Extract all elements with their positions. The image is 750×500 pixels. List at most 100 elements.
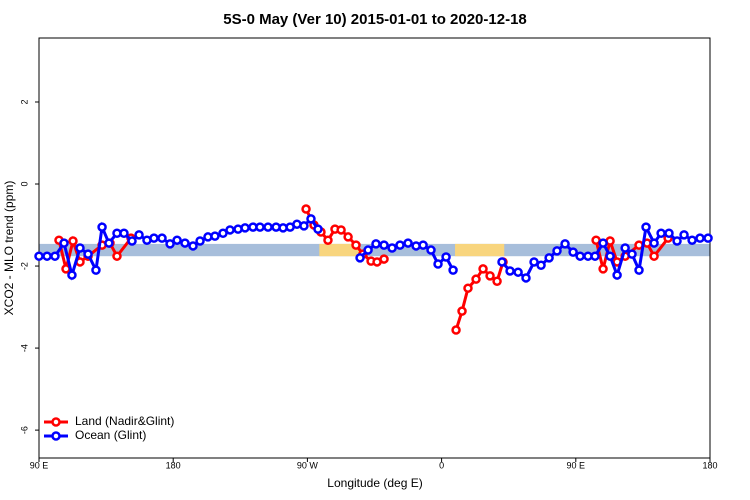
point	[426, 245, 436, 255]
point	[575, 251, 585, 261]
legend-marker	[51, 431, 61, 441]
point	[75, 243, 85, 253]
point	[323, 235, 333, 245]
point	[379, 240, 389, 250]
point	[263, 222, 273, 232]
plot-frame	[38, 37, 711, 459]
point	[149, 233, 159, 243]
point	[119, 228, 129, 238]
y-tick-label: 0	[19, 182, 29, 187]
land-band	[455, 243, 505, 257]
point	[536, 260, 546, 270]
point	[127, 236, 137, 246]
x-tick-label: 90 E	[567, 460, 586, 470]
point	[441, 252, 451, 262]
point	[67, 270, 77, 280]
point	[568, 247, 578, 257]
point	[255, 222, 265, 232]
point	[83, 249, 93, 259]
point	[656, 228, 666, 238]
legend-label: Land (Nadir&Glint)	[75, 414, 174, 428]
y-axis-label: XCO2 - MLO trend (ppm)	[2, 181, 16, 316]
point	[134, 230, 144, 240]
point	[112, 251, 122, 261]
point	[42, 251, 52, 261]
point	[97, 222, 107, 232]
point	[371, 239, 381, 249]
point	[165, 239, 175, 249]
point	[695, 233, 705, 243]
point	[451, 325, 461, 335]
point	[313, 224, 323, 234]
point	[605, 251, 615, 261]
point	[336, 225, 346, 235]
point	[180, 238, 190, 248]
chart-title: 5S-0 May (Ver 10) 2015-01-01 to 2020-12-…	[223, 11, 527, 28]
x-tick-label: 180	[166, 460, 181, 470]
point	[448, 265, 458, 275]
point	[521, 273, 531, 283]
point	[210, 231, 220, 241]
x-axis-label: Longitude (deg E)	[327, 476, 422, 490]
point	[306, 214, 316, 224]
point	[433, 259, 443, 269]
point	[679, 230, 689, 240]
x-tick-label: 180	[702, 460, 717, 470]
point	[395, 240, 405, 250]
point	[505, 266, 515, 276]
point	[463, 283, 473, 293]
legend-marker	[51, 417, 61, 427]
point	[634, 265, 644, 275]
land-band	[319, 243, 360, 257]
point	[387, 243, 397, 253]
y-tick-label: 2	[19, 99, 29, 104]
point	[471, 274, 481, 284]
point	[478, 264, 488, 274]
point	[240, 223, 250, 233]
point	[687, 235, 697, 245]
point	[590, 251, 600, 261]
x-tick-label: 0	[439, 460, 444, 470]
y-tick-label: -6	[19, 426, 29, 434]
point	[50, 251, 60, 261]
x-tick-label: 90 W	[297, 460, 319, 470]
point	[529, 257, 539, 267]
point	[91, 265, 101, 275]
ocean-band	[39, 243, 710, 257]
point	[104, 238, 114, 248]
point	[664, 228, 674, 238]
point	[343, 232, 353, 242]
point	[485, 271, 495, 281]
point	[672, 236, 682, 246]
point	[351, 240, 361, 250]
point	[34, 251, 44, 261]
point	[598, 264, 608, 274]
point	[649, 238, 659, 248]
point	[363, 245, 373, 255]
point	[157, 233, 167, 243]
point	[59, 238, 69, 248]
point	[218, 228, 228, 238]
point	[379, 254, 389, 264]
legend-label: Ocean (Glint)	[75, 428, 146, 442]
point	[497, 257, 507, 267]
point	[172, 235, 182, 245]
point	[68, 236, 78, 246]
point	[188, 241, 198, 251]
point	[641, 222, 651, 232]
x-tick-label: 90 E	[30, 460, 49, 470]
point	[612, 270, 622, 280]
point	[225, 225, 235, 235]
point	[513, 267, 523, 277]
point	[403, 238, 413, 248]
point	[620, 243, 630, 253]
point	[544, 253, 554, 263]
point	[703, 233, 713, 243]
series-line	[57, 208, 670, 331]
y-tick-label: -2	[19, 262, 29, 270]
point	[552, 246, 562, 256]
point	[418, 240, 428, 250]
point	[627, 249, 637, 259]
